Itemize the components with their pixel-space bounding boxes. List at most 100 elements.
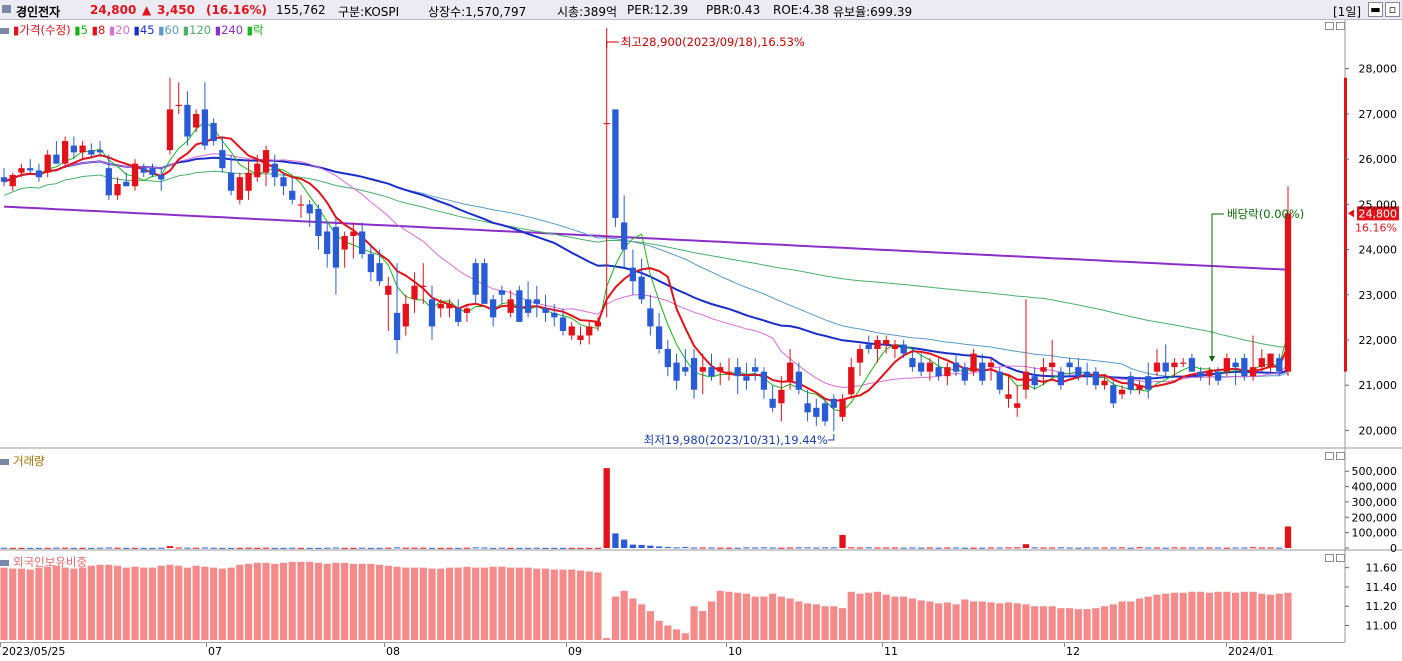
foreign-bar bbox=[480, 567, 488, 640]
volume-bar bbox=[813, 547, 820, 549]
volume-bar bbox=[1214, 547, 1222, 549]
volume-bar bbox=[830, 547, 837, 549]
price-scale-label: 20,000 bbox=[1359, 424, 1398, 437]
candle-body bbox=[655, 326, 663, 350]
foreign-bar bbox=[1135, 598, 1144, 640]
volume-bar bbox=[865, 547, 872, 549]
candle-body bbox=[428, 299, 436, 327]
volume-bar bbox=[917, 547, 925, 549]
foreign-bar bbox=[166, 564, 174, 640]
foreign-bar bbox=[1057, 608, 1065, 640]
foreign-bar bbox=[987, 602, 995, 640]
candle-body bbox=[114, 184, 121, 196]
candle-body bbox=[158, 174, 165, 180]
time-axis-label: 07 bbox=[208, 645, 222, 658]
foreign-bar bbox=[952, 604, 960, 640]
candle-body bbox=[236, 177, 243, 200]
volume-bar bbox=[402, 547, 409, 549]
volume-bar bbox=[280, 547, 287, 549]
stock-chart[interactable]: 최고28,900(2023/09/18),16.53% 최저19,980(2023… bbox=[0, 0, 1402, 642]
volume-bar bbox=[1171, 547, 1178, 549]
volume-bar bbox=[909, 547, 916, 549]
foreign-bar bbox=[96, 564, 104, 640]
candle-body bbox=[891, 344, 899, 350]
foreign-bar bbox=[1109, 604, 1117, 640]
foreign-bar bbox=[996, 603, 1004, 640]
candle-body bbox=[0, 177, 8, 182]
volume-bar bbox=[1101, 547, 1108, 549]
foreign-bar bbox=[777, 596, 785, 640]
period-selector[interactable]: [1일] bbox=[1333, 5, 1362, 19]
candle-body bbox=[166, 109, 174, 151]
foreign-bar bbox=[882, 594, 890, 640]
foreign-bar bbox=[332, 562, 340, 640]
volume-bar bbox=[743, 547, 750, 549]
candle-body bbox=[979, 362, 986, 381]
volume-bar bbox=[1127, 547, 1134, 549]
foreign-bar bbox=[17, 568, 26, 640]
foreign-bar bbox=[323, 563, 331, 640]
foreign-bar bbox=[1275, 593, 1283, 640]
volume-bar bbox=[1197, 547, 1204, 549]
candle-body bbox=[1145, 376, 1152, 390]
market-cap: 시총:389억 bbox=[557, 5, 618, 19]
candle-body bbox=[88, 150, 95, 155]
candle-body bbox=[996, 371, 1003, 390]
time-axis: 2023/05/25 07 08 09 10 11 12 2024/01 bbox=[0, 642, 1345, 661]
candle-body bbox=[201, 109, 209, 146]
foreign-scale-label: 11.20 bbox=[1366, 600, 1398, 613]
foreign-bar bbox=[873, 591, 882, 640]
panel-option-button[interactable] bbox=[1325, 22, 1334, 30]
foreign-bar bbox=[1258, 593, 1266, 640]
candle-body bbox=[1223, 358, 1231, 372]
maximize-button[interactable]: ▫ bbox=[1385, 2, 1400, 17]
candle-body bbox=[376, 263, 383, 282]
volume-bar bbox=[227, 547, 235, 549]
volume-bar bbox=[1066, 547, 1073, 549]
legend-label: 20 bbox=[115, 23, 130, 37]
candle-body bbox=[813, 407, 820, 417]
volume-bar bbox=[61, 547, 69, 549]
volume-bar bbox=[306, 547, 313, 549]
foreign-bar bbox=[926, 601, 934, 640]
foreign-bar bbox=[681, 633, 689, 640]
candle-body bbox=[708, 367, 715, 377]
foreign-scale-label: 11.60 bbox=[1366, 562, 1398, 575]
foreign-bar bbox=[384, 565, 392, 640]
candle-body bbox=[402, 303, 409, 327]
candle-body bbox=[1171, 362, 1178, 368]
foreign-bar bbox=[725, 591, 733, 640]
foreign-bar bbox=[1232, 592, 1240, 640]
foreign-bar bbox=[1249, 591, 1257, 640]
volume-bar bbox=[795, 547, 803, 549]
volume-bar bbox=[297, 547, 305, 549]
foreign-scale-label: 11.00 bbox=[1366, 620, 1398, 633]
foreign-bar bbox=[402, 567, 410, 640]
panel-menu-icon[interactable] bbox=[0, 27, 9, 34]
minimize-button[interactable]: ▬ bbox=[1368, 2, 1383, 17]
foreign-bar bbox=[629, 598, 637, 640]
panel-option-button[interactable] bbox=[1325, 554, 1334, 562]
volume-bar bbox=[1040, 547, 1047, 549]
volume-bar bbox=[385, 547, 392, 549]
candle-body bbox=[638, 276, 645, 300]
price-pointer-icon bbox=[1348, 209, 1354, 218]
foreign-bar bbox=[192, 565, 200, 640]
volume-bar bbox=[175, 547, 182, 549]
panel-menu-icon[interactable] bbox=[2, 5, 11, 13]
candle-body bbox=[612, 109, 619, 218]
volume-bar bbox=[1284, 526, 1292, 548]
foreign-bar bbox=[524, 567, 532, 640]
per-value: PER:12.39 bbox=[627, 3, 689, 17]
panel-option-button[interactable] bbox=[1325, 452, 1334, 460]
volume-bar bbox=[655, 546, 663, 548]
panel-menu-icon[interactable] bbox=[0, 458, 9, 465]
volume-bar bbox=[717, 547, 724, 549]
volume-bar bbox=[944, 547, 951, 549]
panel-menu-icon[interactable] bbox=[0, 559, 9, 566]
candle-body bbox=[123, 181, 130, 187]
ma60-line bbox=[3, 157, 1289, 378]
dividend-arrow-icon bbox=[1211, 213, 1224, 360]
volume-bar bbox=[760, 547, 768, 549]
candle-body bbox=[743, 376, 750, 381]
